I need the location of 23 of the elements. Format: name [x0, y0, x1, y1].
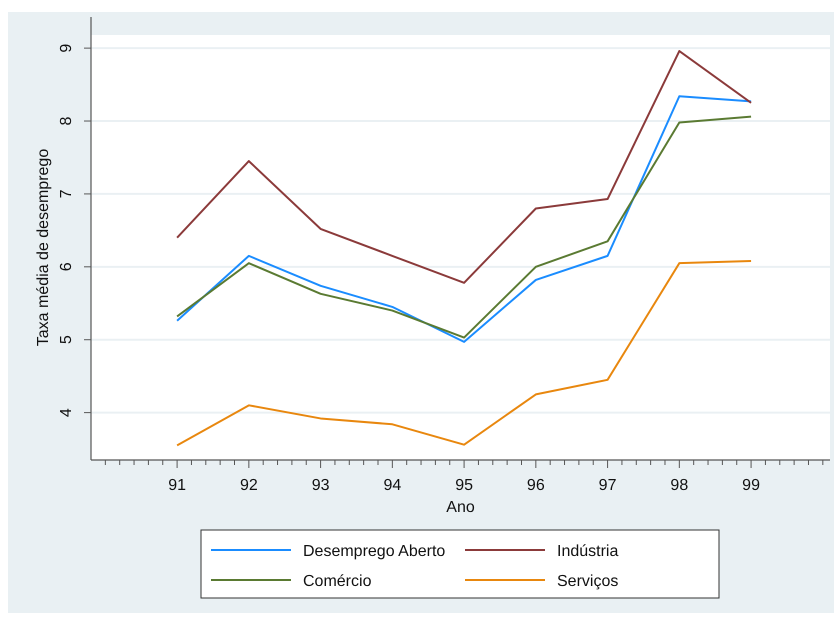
- x-tick-label: 95: [455, 477, 474, 494]
- line-series: [176, 260, 752, 446]
- y-tick-label: 7: [58, 189, 75, 198]
- line-series: [176, 50, 752, 284]
- y-tick-label: 6: [58, 262, 75, 272]
- y-tick-label: 8: [58, 116, 75, 126]
- x-tick-label: 93: [312, 477, 330, 494]
- x-tick-label: 99: [742, 477, 760, 494]
- legend-label: Desemprego Aberto: [303, 543, 446, 560]
- x-tick-label: 94: [383, 477, 402, 494]
- x-tick-label: 91: [168, 477, 186, 494]
- x-tick-label: 97: [598, 477, 617, 494]
- x-tick-label: 98: [670, 477, 688, 494]
- legend-label: Comércio: [303, 573, 372, 590]
- legend-label: Indústria: [557, 543, 618, 560]
- y-tick-label: 4: [58, 408, 75, 418]
- y-tick-label: 9: [58, 44, 75, 53]
- x-tick-label: 92: [240, 477, 258, 494]
- y-axis-title: Taxa média de desemprego: [35, 148, 52, 346]
- x-axis-title: Ano: [446, 499, 475, 516]
- x-tick-label: 96: [526, 477, 545, 494]
- y-tick-label: 5: [58, 335, 75, 344]
- legend-label: Serviços: [557, 573, 618, 590]
